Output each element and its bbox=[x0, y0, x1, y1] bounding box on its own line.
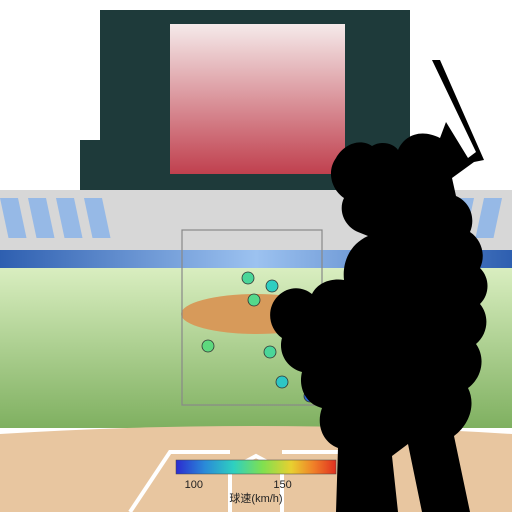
colorbar-tick-label: 100 bbox=[185, 479, 203, 491]
pitch-marker[interactable] bbox=[202, 340, 214, 352]
colorbar-tick-label: 150 bbox=[273, 479, 291, 491]
pitch-marker[interactable] bbox=[242, 272, 254, 284]
pitch-location-chart: 100 150球速(km/h) bbox=[0, 0, 512, 512]
pitch-marker[interactable] bbox=[248, 294, 260, 306]
colorbar-axis-label: 球速(km/h) bbox=[229, 491, 282, 505]
scoreboard-screen bbox=[170, 24, 345, 174]
speed-colorbar bbox=[176, 460, 336, 474]
pitch-marker[interactable] bbox=[266, 280, 278, 292]
pitch-marker[interactable] bbox=[264, 346, 276, 358]
pitch-marker[interactable] bbox=[276, 376, 288, 388]
